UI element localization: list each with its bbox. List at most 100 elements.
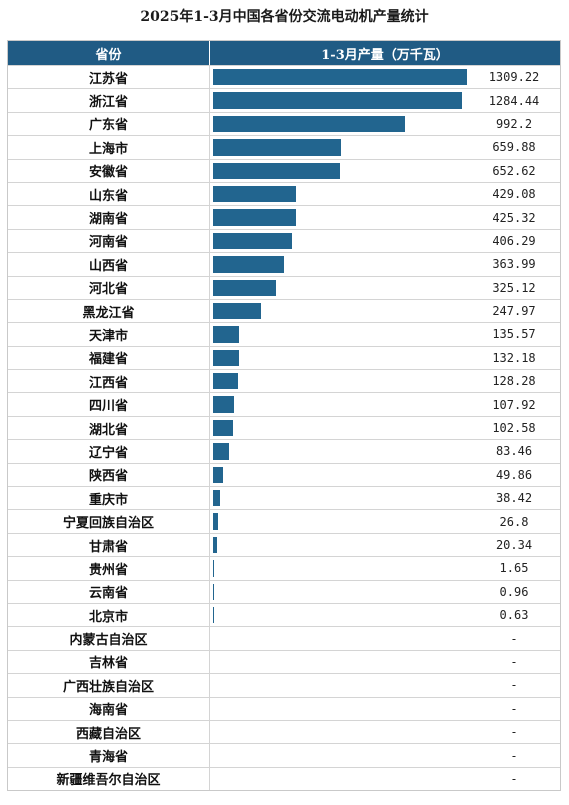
bar-cell: 20.34 (210, 534, 560, 556)
table-row: 河北省 325.12 (8, 275, 560, 299)
bar-cell: 102.58 (210, 417, 560, 439)
value-label: 247.97 (492, 304, 536, 319)
table-row: 辽宁省 83.46 (8, 439, 560, 463)
value-label: 425.32 (492, 210, 536, 225)
bar-cell: - (210, 744, 560, 766)
bar-cell: - (210, 721, 560, 743)
output-bar (213, 536, 217, 554)
province-name: 山西省 (8, 253, 210, 276)
value-label: 1309.22 (488, 70, 540, 85)
bar-cell: 0.63 (210, 604, 560, 626)
value-label: 135.57 (492, 327, 536, 342)
output-bar (213, 349, 239, 367)
output-bar (213, 373, 238, 390)
bar-cell: 0.96 (210, 581, 560, 603)
bar-cell: 132.18 (210, 347, 560, 369)
province-name: 北京市 (8, 603, 210, 627)
value-label: - (510, 701, 518, 716)
bar-cell: 1.65 (210, 557, 560, 579)
table-row: 湖南省 425.32 (8, 205, 560, 229)
table-row: 安徽省 652.62 (8, 158, 560, 182)
province-name: 湖北省 (8, 416, 210, 440)
province-name: 四川省 (8, 393, 210, 416)
bar-cell: 1284.44 (210, 89, 560, 111)
output-bar (213, 279, 277, 296)
value-label: 992.2 (495, 116, 533, 131)
bar-cell: 247.97 (210, 300, 560, 322)
value-label: - (510, 748, 518, 763)
province-name: 福建省 (8, 346, 210, 370)
bar-cell: 135.57 (210, 323, 560, 345)
table-row: 湖北省 102.58 (8, 415, 560, 440)
province-name: 黑龙江省 (8, 299, 210, 323)
province-name: 天津市 (8, 323, 210, 346)
output-bar (213, 396, 234, 413)
province-name: 内蒙古自治区 (8, 627, 210, 650)
output-bar (213, 185, 297, 203)
province-name: 上海市 (8, 136, 210, 159)
table-row: 陕西省 49.86 (8, 462, 560, 487)
value-label: 26.8 (499, 514, 529, 529)
table-row: 黑龙江省 247.97 (8, 298, 560, 323)
table-row: 江苏省 1309.22 (8, 65, 560, 89)
value-label: - (510, 654, 518, 669)
value-label: - (510, 725, 518, 740)
bar-cell: - (210, 768, 560, 790)
table-row: 河南省 406.29 (8, 228, 560, 253)
value-label: 325.12 (492, 280, 536, 295)
output-bar (213, 326, 240, 343)
province-name: 陕西省 (8, 463, 210, 487)
output-bar (213, 513, 219, 530)
value-label: 429.08 (492, 187, 536, 202)
table-row: 四川省 107.92 (8, 392, 560, 416)
table-row: 福建省 132.18 (8, 345, 560, 370)
value-label: - (510, 631, 518, 646)
value-label: 1.65 (499, 561, 529, 576)
province-name: 湖南省 (8, 206, 210, 229)
output-bar (213, 115, 406, 133)
province-name: 浙江省 (8, 89, 210, 112)
province-name: 新疆维吾尔自治区 (8, 767, 210, 791)
province-name: 广东省 (8, 112, 210, 136)
bar-cell: 128.28 (210, 370, 560, 392)
bar-cell: 659.88 (210, 136, 560, 158)
value-label: 128.28 (492, 374, 536, 389)
output-bar (213, 443, 230, 460)
table-row: 吉林省 - (8, 649, 560, 674)
bar-cell: 83.46 (210, 440, 560, 462)
bar-cell: - (210, 698, 560, 720)
output-bar (213, 466, 223, 484)
value-label: - (510, 678, 518, 693)
table-row: 上海市 659.88 (8, 135, 560, 159)
data-table: 省份 1-3月产量（万千瓦） 江苏省 1309.22 浙江省 1284.44 广东省 99… (7, 40, 561, 792)
chart-title: 2025年1-3月中国各省份交流电动机产量统计 (140, 9, 429, 25)
bar-cell: - (210, 627, 560, 649)
table-row: 新疆维吾尔自治区 - (8, 766, 560, 791)
table-row: 甘肃省 20.34 (8, 532, 560, 557)
table-row: 西藏自治区 - (8, 719, 560, 744)
province-name: 青海省 (8, 744, 210, 767)
table-row: 云南省 0.96 (8, 579, 560, 603)
output-bar (213, 560, 214, 577)
province-name: 宁夏回族自治区 (8, 510, 210, 533)
value-label: 132.18 (492, 350, 536, 365)
value-label: 38.42 (495, 491, 533, 506)
table-row: 宁夏回族自治区 26.8 (8, 509, 560, 533)
table-header: 省份 1-3月产量（万千瓦） (8, 41, 560, 65)
value-label: 363.99 (492, 257, 536, 272)
province-name: 甘肃省 (8, 533, 210, 557)
table-row: 浙江省 1284.44 (8, 88, 560, 112)
output-bar (213, 92, 463, 109)
header-province: 省份 (8, 41, 210, 65)
bar-cell: 107.92 (210, 393, 560, 415)
output-bar (213, 232, 292, 250)
province-name: 安徽省 (8, 159, 210, 182)
province-name: 河南省 (8, 229, 210, 253)
table-row: 山西省 363.99 (8, 252, 560, 276)
value-label: 406.29 (492, 233, 536, 248)
table-row: 天津市 135.57 (8, 322, 560, 346)
province-name: 江苏省 (8, 66, 210, 89)
province-name: 重庆市 (8, 487, 210, 510)
header-output: 1-3月产量（万千瓦） (321, 47, 449, 63)
bar-cell: 325.12 (210, 277, 560, 299)
